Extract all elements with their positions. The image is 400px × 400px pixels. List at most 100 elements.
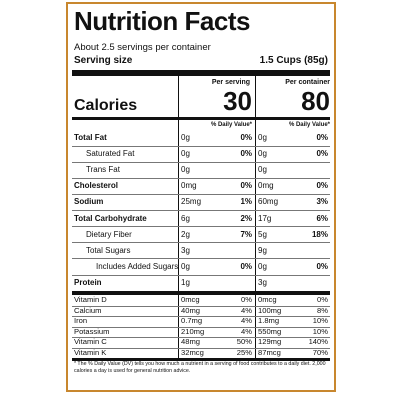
nutrient-row: Dietary Fiber 2g 7% 5g 18% [72, 227, 330, 244]
nutrient-row: Includes Added Sugars 0g 0% 0g 0% [72, 259, 330, 276]
nutrient-amount-container: 0g [258, 133, 267, 142]
nutrient-amount-serving: 6g [181, 213, 190, 223]
calories-label: Calories [74, 97, 138, 114]
nutrient-amount-container: 0g [258, 261, 267, 271]
vitamin-dv-container: 140% [308, 337, 328, 347]
vitamin-row: Calcium 40mg 4% 100mg 8% [72, 306, 330, 318]
vitamin-name: Iron [74, 316, 88, 326]
footnote: * The % Daily Value (DV) tells you how m… [74, 361, 326, 374]
nutrient-row: Total Sugars 3g 9g [72, 243, 330, 260]
nutrient-dv-serving: 0% [240, 133, 252, 142]
vitamin-amount-container: 87mcg [258, 348, 281, 357]
vitamin-dv-serving: 25% [236, 348, 252, 357]
nutrient-name: Includes Added Sugars [96, 261, 179, 271]
calories-per-container: 80 [301, 86, 330, 116]
nutrient-name: Dietary Fiber [86, 229, 132, 239]
nutrient-amount-container: 17g [258, 213, 272, 223]
label-title: Nutrition Facts [74, 6, 250, 36]
vitamin-amount-container: 100mg [258, 305, 282, 315]
vitamin-name: Vitamin D [74, 295, 107, 304]
nutrient-row: Cholesterol 0mg 0% 0mg 0% [72, 178, 330, 196]
nutrient-amount-container: 0g [258, 165, 267, 175]
vitamin-amount-serving: 48mg [181, 337, 200, 347]
nutrient-amount-serving: 0g [181, 133, 190, 142]
nutrient-row: Trans Fat 0g 0g [72, 162, 330, 179]
column-divider-serving [178, 76, 179, 358]
nutrition-label-body: Nutrition Facts About 2.5 servings per c… [72, 4, 330, 390]
nutrient-amount-serving: 0g [181, 165, 190, 175]
nutrient-name: Saturated Fat [86, 149, 135, 159]
vitamin-row: Iron 0.7mg 4% 1.8mg 10% [72, 316, 330, 328]
nutrient-dv-serving: 0% [240, 181, 252, 191]
vitamin-amount-serving: 210mg [181, 326, 205, 336]
vitamin-amount-serving: 0mcg [181, 295, 200, 304]
thick-divider-footnote [72, 358, 330, 361]
vitamin-row: Vitamin C 48mg 50% 129mg 140% [72, 337, 330, 349]
nutrient-amount-container: 60mg [258, 197, 279, 207]
nutrient-amount-serving: 0mg [181, 181, 197, 191]
nutrient-row: Total Fat 0g 0% 0g 0% [72, 130, 330, 147]
dv-header-serving: % Daily Value* [210, 122, 252, 128]
vitamin-dv-container: 8% [317, 305, 328, 315]
nutrient-amount-container: 5g [258, 229, 267, 239]
serving-size-label: Serving size [74, 55, 133, 66]
nutrient-amount-container: 0mg [258, 181, 274, 191]
nutrient-dv-container: 18% [311, 229, 328, 239]
nutrient-dv-container: 0% [316, 261, 328, 271]
per-serving-header: Per serving [211, 79, 250, 86]
nutrient-dv-serving: 0% [240, 261, 252, 271]
nutrient-row: Protein 1g 3g [72, 275, 330, 292]
nutrient-dv-container: 0% [316, 133, 328, 142]
vitamin-dv-serving: 4% [241, 305, 252, 315]
vitamin-name: Calcium [74, 305, 102, 315]
nutrition-label: Nutrition Facts About 2.5 servings per c… [66, 2, 336, 392]
column-divider-container [255, 76, 256, 358]
nutrient-amount-serving: 25mg [181, 197, 202, 207]
vitamin-name: Vitamin C [74, 337, 107, 347]
vitamin-amount-container: 0mcg [258, 295, 277, 304]
nutrient-dv-container: 0% [316, 149, 328, 159]
nutrient-amount-serving: 0g [181, 261, 190, 271]
thick-divider-calories [72, 117, 330, 120]
nutrient-amount-serving: 3g [181, 245, 190, 255]
vitamin-dv-serving: 0% [241, 295, 252, 304]
nutrient-amount-serving: 2g [181, 229, 190, 239]
vitamin-name: Vitamin K [74, 348, 107, 357]
thick-divider-top [72, 70, 330, 76]
nutrient-name: Cholesterol [74, 181, 119, 191]
thick-divider-vitamins [72, 291, 330, 295]
vitamin-amount-container: 550mg [258, 326, 282, 336]
vitamin-dv-serving: 50% [236, 337, 252, 347]
nutrient-dv-serving: 1% [240, 197, 252, 207]
nutrient-amount-container: 9g [258, 245, 267, 255]
vitamin-amount-serving: 32mcg [181, 348, 204, 357]
calories-per-serving: 30 [223, 86, 252, 116]
vitamin-row: Potassium 210mg 4% 550mg 10% [72, 327, 330, 339]
vitamin-dv-container: 10% [312, 326, 328, 336]
nutrient-amount-serving: 1g [181, 277, 190, 287]
nutrient-row: Total Carbohydrate 6g 2% 17g 6% [72, 211, 330, 228]
vitamin-amount-container: 129mg [258, 337, 282, 347]
nutrient-name: Sodium [74, 197, 104, 207]
nutrient-row: Saturated Fat 0g 0% 0g 0% [72, 146, 330, 163]
nutrient-dv-serving: 0% [240, 149, 252, 159]
serving-size-value: 1.5 Cups (85g) [259, 55, 328, 66]
nutrient-dv-container: 3% [316, 197, 328, 207]
nutrient-dv-container: 6% [316, 213, 328, 223]
vitamin-dv-serving: 4% [241, 316, 252, 326]
nutrient-dv-serving: 2% [240, 213, 252, 223]
nutrient-name: Total Sugars [86, 245, 131, 255]
nutrient-amount-container: 3g [258, 277, 267, 287]
vitamin-name: Potassium [74, 326, 110, 336]
nutrient-amount-serving: 0g [181, 149, 190, 159]
nutrient-row: Sodium 25mg 1% 60mg 3% [72, 194, 330, 212]
nutrient-amount-container: 0g [258, 149, 267, 159]
vitamin-dv-container: 0% [317, 295, 328, 304]
per-container-header: Per container [285, 79, 330, 86]
nutrient-dv-container: 0% [316, 181, 328, 191]
nutrient-name: Trans Fat [86, 165, 120, 175]
vitamin-dv-container: 10% [312, 316, 328, 326]
serving-size-row: Serving size 1.5 Cups (85g) [74, 54, 330, 68]
vitamin-dv-serving: 4% [241, 326, 252, 336]
vitamin-amount-serving: 0.7mg [181, 316, 203, 326]
